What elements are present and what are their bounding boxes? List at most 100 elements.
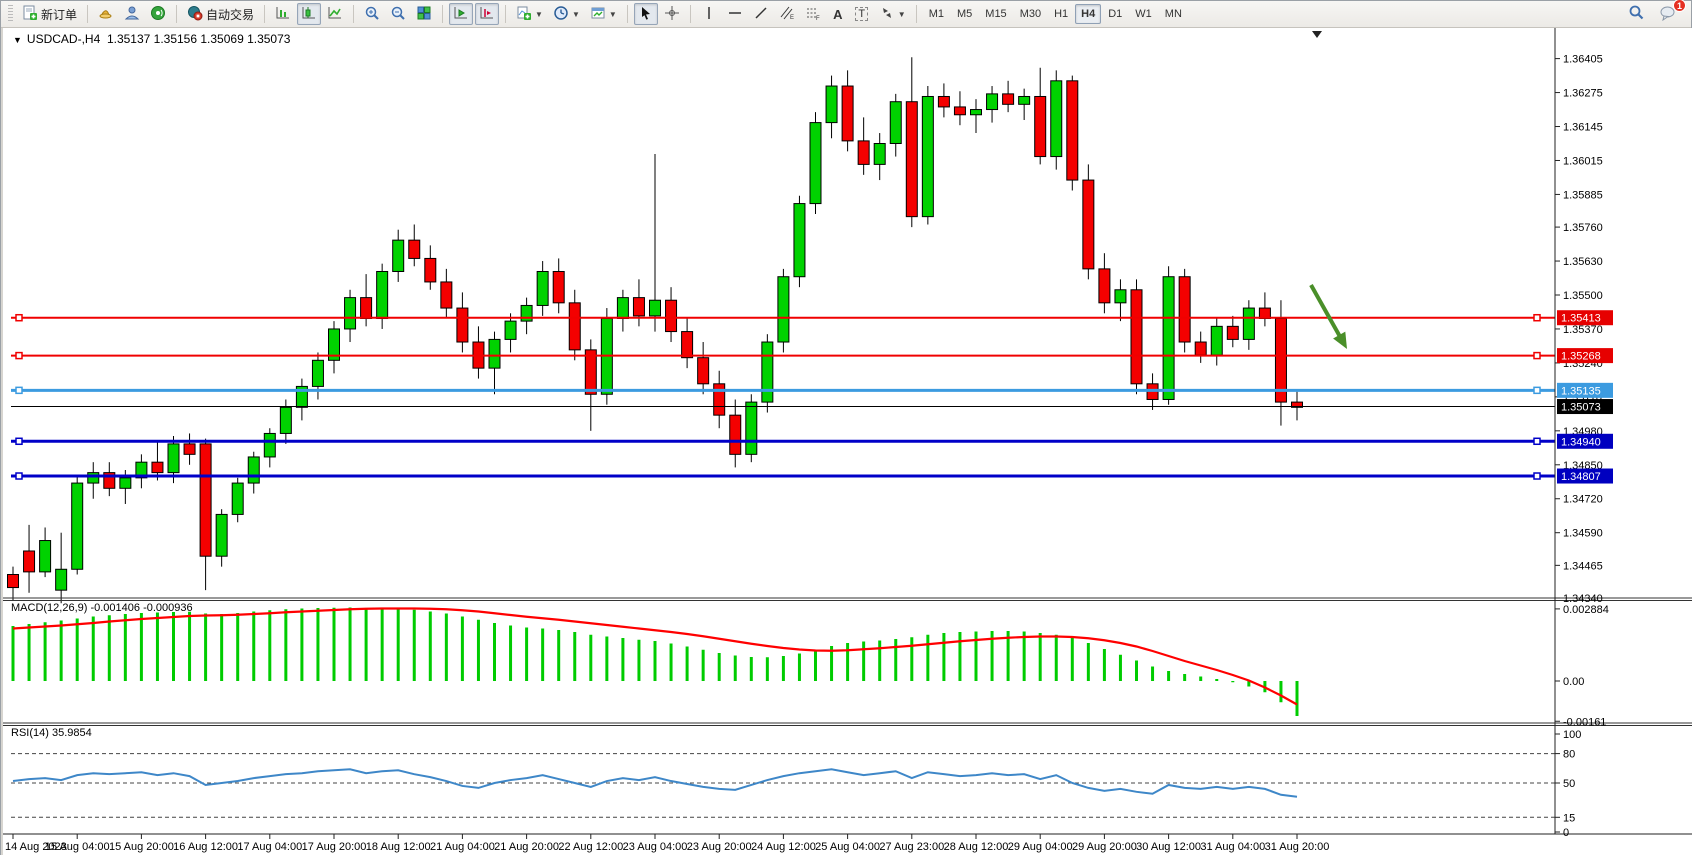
svg-text:23 Aug 04:00: 23 Aug 04:00 xyxy=(623,841,688,853)
toolbar-grip xyxy=(8,5,13,23)
chat-icon xyxy=(1659,5,1677,24)
chevron-down-icon: ▼ xyxy=(535,9,543,19)
label-button[interactable]: T xyxy=(851,3,873,25)
tile-windows-icon xyxy=(416,5,432,24)
svg-text:1.34720: 1.34720 xyxy=(1563,494,1603,506)
indicators-button[interactable]: ▼ xyxy=(512,3,547,25)
line-chart-button[interactable] xyxy=(323,3,347,25)
shift-chart-button[interactable] xyxy=(475,3,500,25)
macd-indicator-label: MACD(12,26,9) -0.001406 -0.000936 xyxy=(11,602,193,614)
separator xyxy=(442,5,444,23)
main-toolbar: 新订单 自动交易 ▼ ▼ ▼ E F A xyxy=(1,0,1691,28)
line-chart-icon xyxy=(327,5,343,24)
rsi-indicator-label: RSI(14) 35.9854 xyxy=(11,727,92,739)
separator xyxy=(87,5,89,23)
signal-icon xyxy=(150,5,166,24)
arrows-button[interactable]: ▼ xyxy=(875,3,910,25)
svg-text:0.002884: 0.002884 xyxy=(1563,604,1609,616)
svg-text:25 Aug 04:00: 25 Aug 04:00 xyxy=(815,841,880,853)
timeframe-d1[interactable]: D1 xyxy=(1108,8,1123,20)
svg-text:17 Aug 04:00: 17 Aug 04:00 xyxy=(237,841,302,853)
templates-icon xyxy=(590,5,606,24)
text-button[interactable]: A xyxy=(827,3,849,25)
svg-text:1.35370: 1.35370 xyxy=(1563,324,1603,336)
separator xyxy=(626,5,628,23)
rsi-pane xyxy=(11,753,1555,818)
timeframe-h4[interactable]: H4 xyxy=(1075,4,1102,24)
collapse-triangle-icon[interactable]: ▼ xyxy=(13,35,22,45)
svg-text:1.35073: 1.35073 xyxy=(1561,402,1601,414)
autotrade-button[interactable]: 自动交易 xyxy=(183,3,258,25)
svg-text:1.36145: 1.36145 xyxy=(1563,122,1603,134)
candlestick-button[interactable] xyxy=(297,3,322,25)
crosshair-button[interactable] xyxy=(660,3,684,25)
crosshair-icon xyxy=(664,5,680,24)
chart-window[interactable]: 1.36405 1.36275 1.36145 1.36015 1.35885 1.357… xyxy=(1,28,1692,855)
autoscroll-button[interactable] xyxy=(449,3,474,25)
vline-icon xyxy=(701,5,717,24)
svg-text:31 Aug 04:00: 31 Aug 04:00 xyxy=(1200,841,1265,853)
svg-text:1.34340: 1.34340 xyxy=(1563,593,1603,605)
axes: 1.36405 1.36275 1.36145 1.36015 1.35885 1.357… xyxy=(3,28,1692,853)
svg-text:0: 0 xyxy=(1563,827,1569,839)
svg-text:1.36275: 1.36275 xyxy=(1563,88,1603,100)
svg-text:31 Aug 20:00: 31 Aug 20:00 xyxy=(1265,841,1330,853)
cursor-button[interactable] xyxy=(633,3,658,25)
timeframe-m1[interactable]: M1 xyxy=(928,8,944,20)
chart-ohlc: 1.35137 1.35156 1.35069 1.35073 xyxy=(106,32,291,46)
periods-button[interactable]: ▼ xyxy=(549,3,584,25)
signal-button[interactable] xyxy=(146,3,170,25)
svg-text:1.35268: 1.35268 xyxy=(1561,351,1601,363)
timeframe-h1[interactable]: H1 xyxy=(1054,8,1069,20)
toolbar-right: 1 xyxy=(1624,0,1687,25)
channel-button[interactable]: E xyxy=(775,3,799,25)
timeframe-m30[interactable]: M30 xyxy=(1019,8,1042,20)
svg-text:30 Aug 12:00: 30 Aug 12:00 xyxy=(1136,841,1201,853)
trendline-button[interactable] xyxy=(749,3,773,25)
autoscroll-icon xyxy=(453,5,469,24)
chart-title: ▼ USDCAD-,H4 1.35137 1.35156 1.35069 1.35… xyxy=(13,32,290,46)
separator xyxy=(505,5,507,23)
svg-text:F: F xyxy=(816,16,820,21)
chart-symbol: USDCAD-,H4 xyxy=(26,32,101,46)
svg-text:E: E xyxy=(790,15,794,21)
svg-text:18 Aug 12:00: 18 Aug 12:00 xyxy=(366,841,431,853)
tile-windows-button[interactable] xyxy=(412,3,436,25)
autotrade-label: 自动交易 xyxy=(206,7,255,22)
svg-text:16 Aug 12:00: 16 Aug 12:00 xyxy=(173,841,238,853)
svg-text:1.36405: 1.36405 xyxy=(1563,54,1603,66)
new-order-button[interactable]: 新订单 xyxy=(18,3,81,25)
svg-text:1.35413: 1.35413 xyxy=(1561,313,1601,325)
timeframe-group: M1 M5 M15 M30 H1 H4 D1 W1 MN xyxy=(923,4,1188,24)
templates-button[interactable]: ▼ xyxy=(586,3,621,25)
notifications-button[interactable]: 1 xyxy=(1655,0,1686,25)
search-button[interactable] xyxy=(1624,3,1649,25)
autotrade-icon xyxy=(187,5,203,24)
zoom-in-button[interactable] xyxy=(360,3,384,25)
bar-chart-button[interactable] xyxy=(271,3,295,25)
svg-text:21 Aug 04:00: 21 Aug 04:00 xyxy=(430,841,495,853)
search-icon xyxy=(1628,4,1645,24)
profile-button[interactable] xyxy=(120,3,144,25)
timeframe-w1[interactable]: W1 xyxy=(1135,8,1152,20)
zoom-out-button[interactable] xyxy=(386,3,410,25)
svg-text:50: 50 xyxy=(1563,778,1575,790)
candlestick-icon xyxy=(301,5,317,24)
price-chart[interactable]: 1.36405 1.36275 1.36145 1.36015 1.35885 1.357… xyxy=(3,1,1692,855)
hline-button[interactable] xyxy=(723,3,747,25)
new-order-icon xyxy=(22,5,38,24)
vline-button[interactable] xyxy=(697,3,721,25)
svg-text:29 Aug 04:00: 29 Aug 04:00 xyxy=(1008,841,1073,853)
main-pane xyxy=(7,31,1555,604)
hline-icon xyxy=(727,5,743,24)
trendline-icon xyxy=(753,5,769,24)
timeframe-m5[interactable]: M5 xyxy=(957,8,973,20)
separator xyxy=(353,5,355,23)
svg-text:14 Aug 2023: 14 Aug 2023 xyxy=(5,841,67,853)
timeframe-m15[interactable]: M15 xyxy=(985,8,1007,20)
timeframe-mn[interactable]: MN xyxy=(1164,8,1182,20)
svg-text:15: 15 xyxy=(1563,812,1575,824)
styles-button[interactable] xyxy=(94,3,118,25)
fibonacci-button[interactable]: F xyxy=(801,3,825,25)
svg-text:0.00: 0.00 xyxy=(1563,676,1584,688)
